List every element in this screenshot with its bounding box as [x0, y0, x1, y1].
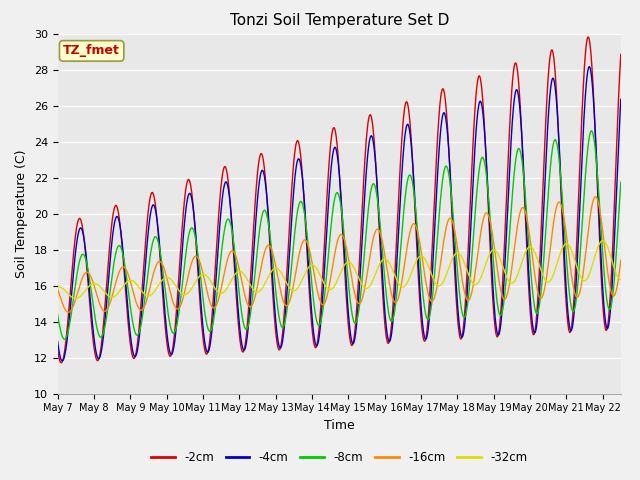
-32cm [54, 284, 61, 289]
-16cm [313, 285, 321, 291]
-4cm [601, 315, 609, 321]
-8cm [601, 277, 609, 283]
Title: Tonzi Soil Temperature Set D: Tonzi Soil Temperature Set D [230, 13, 449, 28]
-8cm [61, 336, 68, 342]
-16cm [497, 290, 505, 296]
-4cm [601, 312, 609, 318]
-8cm [497, 312, 505, 317]
-2cm [584, 34, 592, 40]
-32cm [83, 286, 90, 292]
-32cm [72, 296, 79, 301]
-4cm [313, 343, 321, 348]
-4cm [58, 358, 66, 364]
-2cm [83, 263, 90, 268]
-2cm [497, 301, 505, 307]
-16cm [601, 245, 609, 251]
Line: -32cm: -32cm [58, 240, 621, 299]
-32cm [328, 286, 335, 292]
-32cm [601, 239, 609, 245]
-2cm [54, 347, 61, 353]
-4cm [83, 257, 90, 263]
-16cm [591, 194, 599, 200]
-32cm [617, 276, 625, 282]
-8cm [588, 128, 595, 134]
-32cm [601, 239, 609, 245]
-16cm [328, 268, 335, 274]
-32cm [497, 260, 505, 265]
-16cm [54, 286, 61, 292]
Legend: -2cm, -4cm, -8cm, -16cm, -32cm: -2cm, -4cm, -8cm, -16cm, -32cm [147, 446, 532, 469]
-2cm [601, 324, 609, 330]
-16cm [83, 269, 90, 275]
-4cm [586, 64, 593, 70]
-32cm [599, 238, 607, 243]
Line: -8cm: -8cm [58, 131, 621, 339]
X-axis label: Time: Time [324, 419, 355, 432]
-8cm [601, 280, 609, 286]
-8cm [617, 180, 625, 185]
-4cm [328, 159, 335, 165]
-2cm [617, 51, 625, 57]
-16cm [601, 248, 609, 253]
-2cm [328, 132, 335, 138]
-4cm [54, 338, 61, 344]
-2cm [58, 360, 65, 366]
-16cm [617, 257, 625, 263]
Y-axis label: Soil Temperature (C): Soil Temperature (C) [15, 149, 28, 278]
Line: -2cm: -2cm [58, 37, 621, 363]
Line: -16cm: -16cm [58, 197, 621, 312]
-4cm [617, 96, 625, 102]
-4cm [497, 316, 505, 322]
-2cm [601, 323, 609, 328]
-2cm [313, 342, 321, 348]
-8cm [328, 216, 335, 222]
-16cm [65, 310, 72, 315]
-8cm [83, 260, 90, 266]
Text: TZ_fmet: TZ_fmet [63, 44, 120, 58]
-32cm [313, 266, 321, 272]
Line: -4cm: -4cm [58, 67, 621, 361]
-8cm [54, 312, 61, 317]
-8cm [313, 319, 321, 324]
